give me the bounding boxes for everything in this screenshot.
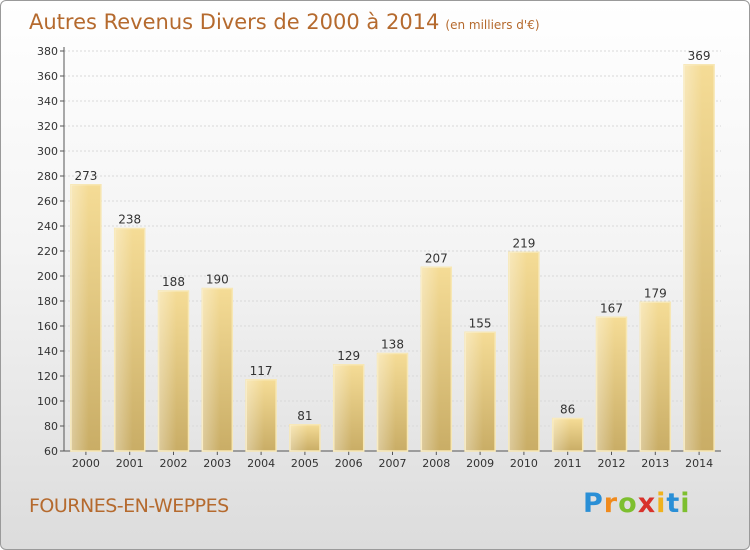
bar-highlight <box>552 418 583 451</box>
y-tick-label: 180 <box>37 295 58 308</box>
bar-highlight <box>202 288 233 451</box>
bar-value-label: 138 <box>381 338 404 352</box>
bar-value-label: 117 <box>250 364 273 378</box>
x-tick-label: 2007 <box>379 457 407 470</box>
bar-highlight <box>246 379 277 451</box>
bars <box>70 64 715 452</box>
bar-value-label: 207 <box>425 251 448 265</box>
bar-highlight <box>158 291 189 451</box>
y-tick-label: 340 <box>37 95 58 108</box>
x-tick-label: 2006 <box>335 457 363 470</box>
y-tick-label: 200 <box>37 270 58 283</box>
x-tick-label: 2012 <box>598 457 626 470</box>
y-tick-label: 360 <box>37 70 58 83</box>
bar-value-label: 273 <box>74 169 97 183</box>
bar-value-label: 155 <box>469 316 492 330</box>
y-tick-label: 120 <box>37 370 58 383</box>
bar-highlight <box>70 184 101 451</box>
x-tick-label: 2009 <box>466 457 494 470</box>
chart-title: Autres Revenus Divers de 2000 à 2014 (en … <box>29 10 540 34</box>
x-tick-label: 2005 <box>291 457 319 470</box>
y-tick-label: 100 <box>37 395 58 408</box>
bar-value-label: 238 <box>118 213 141 227</box>
x-tick-label: 2013 <box>641 457 669 470</box>
y-tick-label: 380 <box>37 45 58 58</box>
bar-highlight <box>596 317 627 451</box>
bar-highlight <box>333 364 364 451</box>
x-tick-label: 2010 <box>510 457 538 470</box>
labels: 60 80 100 120 140 160 180 200 220 240 260 280 300 320… <box>37 45 713 470</box>
chart-subtitle: (en milliers d'€) <box>445 18 540 32</box>
bar-highlight <box>508 252 539 451</box>
bar-value-label: 190 <box>206 273 229 287</box>
bar-value-label: 81 <box>297 409 312 423</box>
y-tick-label: 80 <box>44 420 58 433</box>
y-tick-label: 60 <box>44 445 58 458</box>
x-tick-label: 2003 <box>203 457 231 470</box>
bar-value-label: 188 <box>162 275 185 289</box>
y-tick-label: 220 <box>37 245 58 258</box>
x-tick-label: 2001 <box>116 457 144 470</box>
place-name: FOURNES-EN-WEPPES <box>29 495 229 517</box>
y-tick-label: 320 <box>37 120 58 133</box>
bar-highlight <box>114 228 145 451</box>
x-tick-label: 2002 <box>160 457 188 470</box>
bar-highlight <box>289 424 320 451</box>
chart-title-text: Autres Revenus Divers de 2000 à 2014 <box>29 10 440 34</box>
bar-highlight <box>465 332 496 451</box>
x-tick-label: 2008 <box>422 457 450 470</box>
y-tick-label: 160 <box>37 320 58 333</box>
bar-value-label: 129 <box>337 349 360 363</box>
x-tick-label: 2014 <box>685 457 713 470</box>
bar-highlight <box>421 267 452 451</box>
proxiti-logo: Proxiti <box>583 488 691 519</box>
x-tick-label: 2000 <box>72 457 100 470</box>
y-tick-label: 260 <box>37 195 58 208</box>
bar-value-label: 179 <box>644 286 667 300</box>
bar-value-label: 86 <box>560 403 575 417</box>
bar-highlight <box>640 302 671 451</box>
y-tick-label: 140 <box>37 345 58 358</box>
x-tick-label: 2004 <box>247 457 275 470</box>
bar-highlight <box>684 64 715 451</box>
bar-value-label: 219 <box>512 236 535 250</box>
bar-value-label: 167 <box>600 301 623 315</box>
y-tick-label: 240 <box>37 220 58 233</box>
x-tick-label: 2011 <box>554 457 582 470</box>
bar-value-label: 369 <box>688 49 711 63</box>
y-tick-label: 300 <box>37 145 58 158</box>
bar-highlight <box>377 353 408 451</box>
y-tick-label: 280 <box>37 170 58 183</box>
